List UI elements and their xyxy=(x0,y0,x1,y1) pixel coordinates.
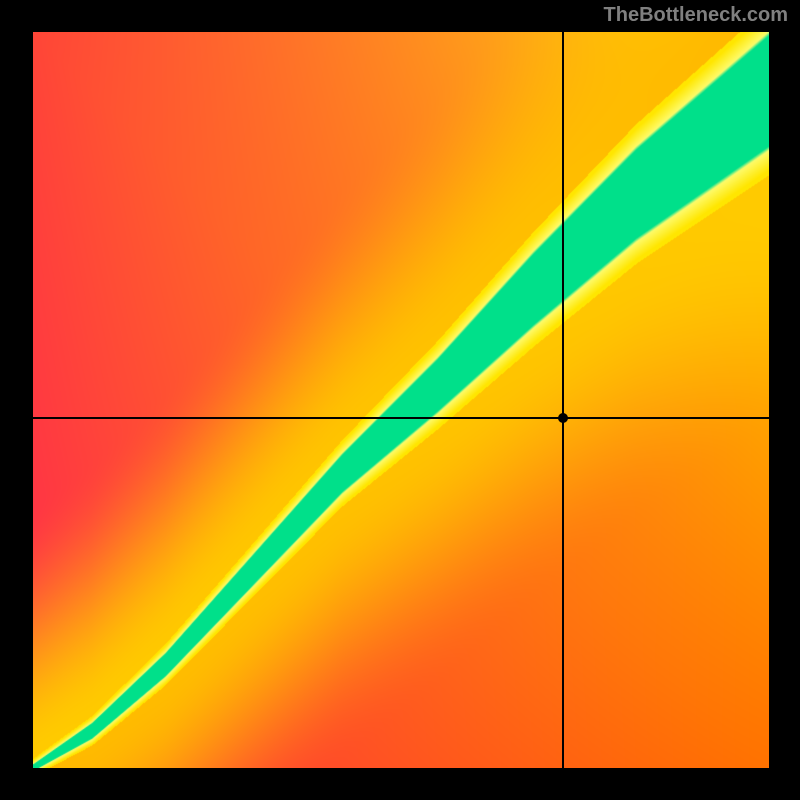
crosshair-vertical xyxy=(562,32,564,768)
plot-area xyxy=(33,32,769,768)
chart-container: TheBottleneck.com xyxy=(0,0,800,800)
crosshair-marker xyxy=(558,413,568,423)
heatmap-canvas xyxy=(33,32,769,768)
crosshair-horizontal xyxy=(33,417,769,419)
watermark-text: TheBottleneck.com xyxy=(604,4,788,27)
